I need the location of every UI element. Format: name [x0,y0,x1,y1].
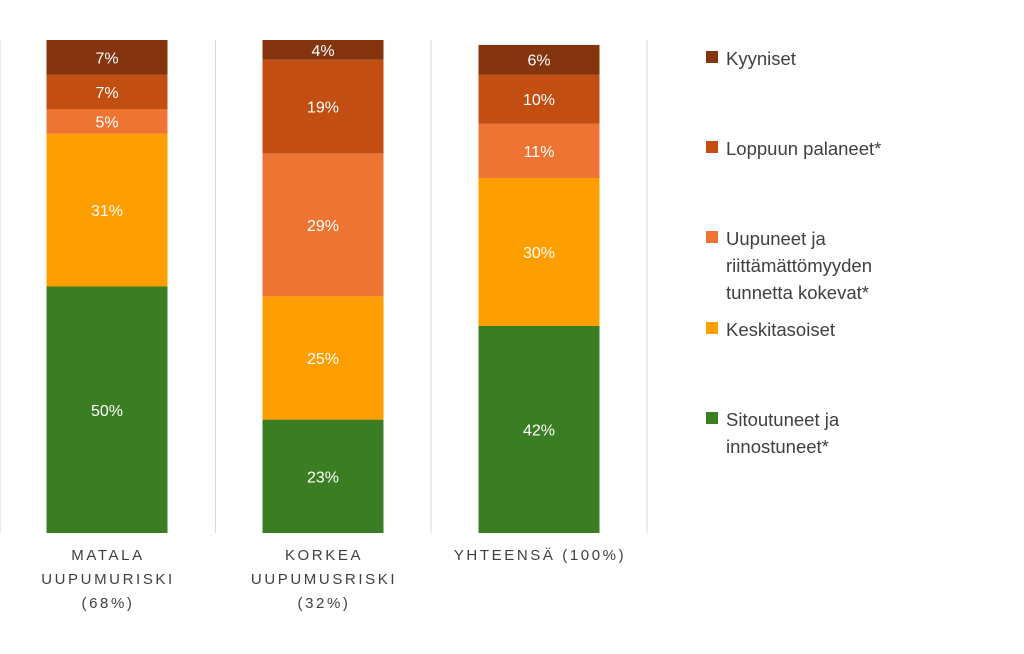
legend-label: Loppuun palaneet* [726,138,882,159]
data-label: 42% [523,422,555,439]
bar-segment [46,133,168,287]
category-label: KORKEA UUPUMUSRISKI (32%) [251,547,397,612]
data-label: 7% [95,50,118,67]
legend-swatch [706,412,718,424]
chart-legend: Kyyniset Loppuun palaneet* Uupuneet ja rii… [706,0,1016,654]
category-label: MATALA UUPUMURISKI (68%) [41,547,175,612]
data-label: 25% [307,351,339,368]
bar-segment [478,123,600,179]
legend-swatch [706,51,718,63]
legend-label: Keskitasoiset [726,319,835,340]
data-label: 29% [307,218,339,235]
bar-segment [262,59,384,154]
stacked-bar-chart: 50% 31% 5% 7% 7% MATALA UUPUMURISKI (68%) 23% 25%… [0,40,648,612]
data-label: 4% [311,43,334,60]
bar-segment [262,296,384,420]
legend-label: Kyyniset [726,48,796,69]
bar-segment [46,109,168,134]
bar-segment [262,40,384,60]
legend-item: Kyyniset [706,45,796,72]
data-label: 5% [95,114,118,131]
data-label: 30% [523,245,555,262]
data-label: 10% [523,92,555,109]
legend-item: Uupuneet ja riittämättömyyden tunnetta k… [706,225,872,306]
bar-segment [46,286,168,533]
legend-label: Uupuneet ja riittämättömyyden tunnetta k… [726,228,872,303]
data-label: 23% [307,469,339,486]
bar-segment [478,325,600,533]
data-label: 31% [91,203,123,220]
bar-segment [46,40,168,75]
legend-item: Sitoutuneet ja innostuneet* [706,406,839,460]
legend-item: Loppuun palaneet* [706,135,881,162]
legend-swatch [706,322,718,334]
legend-swatch [706,141,718,153]
bar-segment [478,178,600,326]
bar-segment [478,44,600,75]
data-label: 11% [524,144,555,161]
data-label: 7% [95,85,118,102]
legend-label: Sitoutuneet ja innostuneet* [726,409,840,457]
data-label: 19% [307,100,339,117]
bar-segment [46,74,168,110]
bar-segment [478,74,600,124]
bar-segment [262,419,384,533]
data-label: 50% [91,403,123,420]
category-label: YHTEENSÄ (100%) [454,547,626,564]
bar-segment [262,153,384,297]
data-label: 6% [527,53,550,70]
legend-swatch [706,231,718,243]
legend-item: Keskitasoiset [706,316,835,343]
